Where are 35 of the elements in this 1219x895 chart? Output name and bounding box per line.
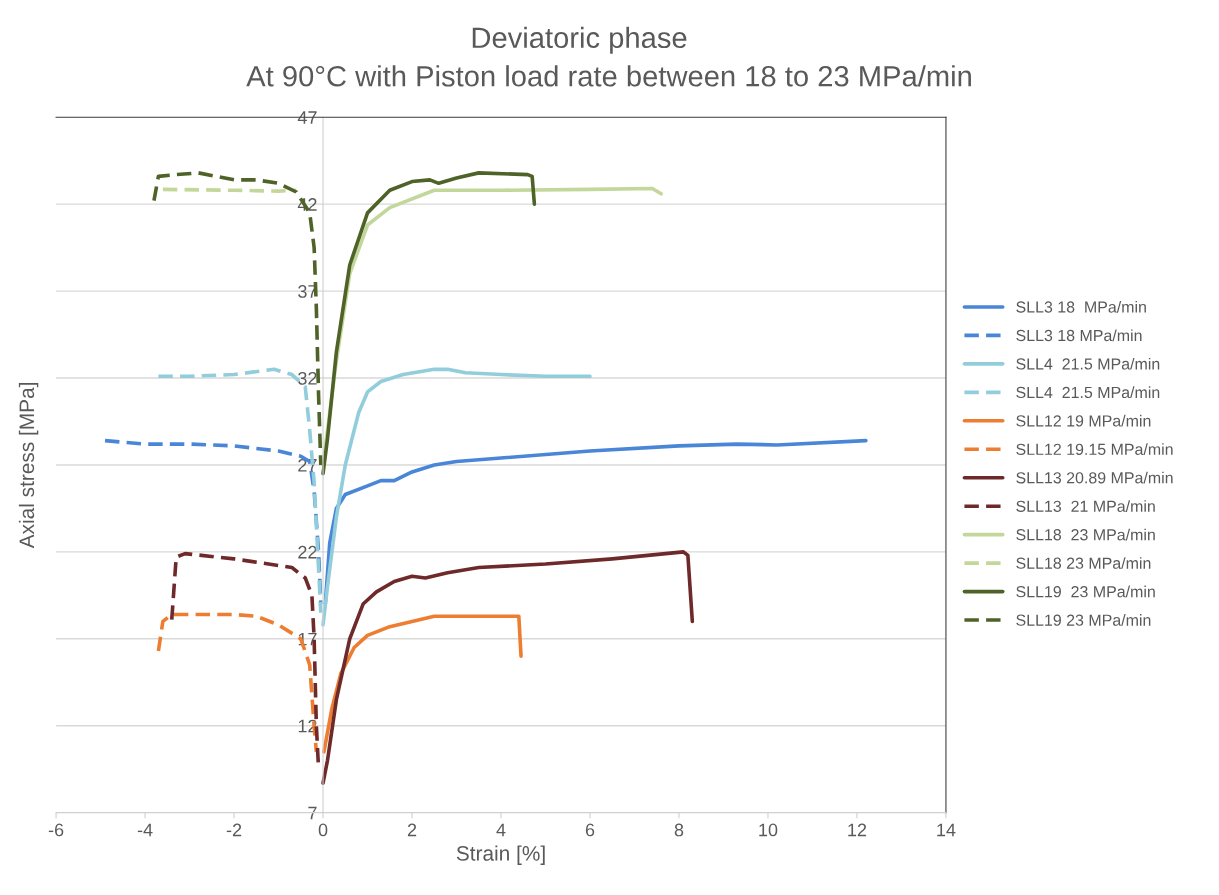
legend-label: SLL13 20.89 MPa/min <box>1016 471 1173 484</box>
y-tick-label: 22 <box>298 545 317 559</box>
x-tick-label: 12 <box>848 823 867 837</box>
legend-label: SLL3 18 MPa/min <box>1016 329 1142 342</box>
legend-label: SLL12 19.15 MPa/min <box>1016 443 1173 456</box>
legend-label: SLL19 23 MPa/min <box>1016 585 1155 598</box>
x-tick-label: 2 <box>407 823 417 837</box>
x-tick-label: 14 <box>937 823 956 837</box>
x-tick-label: 10 <box>759 823 778 837</box>
chart-title: Deviatoric phase <box>472 26 687 54</box>
legend-label: SLL18 23 MPa/min <box>1016 557 1151 569</box>
x-tick-label: 0 <box>318 823 328 837</box>
line-series <box>156 367 323 615</box>
line-series <box>321 171 537 476</box>
x-tick-label: 6 <box>585 823 595 837</box>
line-series <box>322 614 523 754</box>
line-series <box>321 367 592 627</box>
y-tick-label: 7 <box>308 806 317 820</box>
line-series <box>321 550 695 785</box>
legend-label: SLL13 21 MPa/min <box>1016 500 1155 512</box>
legend-label: SLL3 18 MPa/min <box>1016 300 1146 313</box>
y-axis-title: Axial stress [MPa] <box>18 383 39 549</box>
x-tick-label: 4 <box>496 823 506 837</box>
chart-subtitle: At 90°C with Piston load rate between 18 to 23 MPa/min <box>246 65 971 87</box>
line-series <box>156 612 319 754</box>
x-tick-label: 8 <box>674 823 684 837</box>
x-tick-label: -4 <box>137 823 153 837</box>
legend-label: SLL18 23 MPa/min <box>1016 528 1155 541</box>
x-tick-label: -6 <box>48 823 64 837</box>
x-tick-label: -2 <box>226 823 242 837</box>
legend-label: SLL19 23 MPa/min <box>1016 614 1151 626</box>
legend-label: SLL4 21.5 MPa/min <box>1016 357 1160 370</box>
x-axis-title: Strain [%] <box>456 845 545 865</box>
legend-label: SLL4 21.5 MPa/min <box>1016 386 1160 399</box>
legend-label: SLL12 19 MPa/min <box>1016 414 1151 427</box>
